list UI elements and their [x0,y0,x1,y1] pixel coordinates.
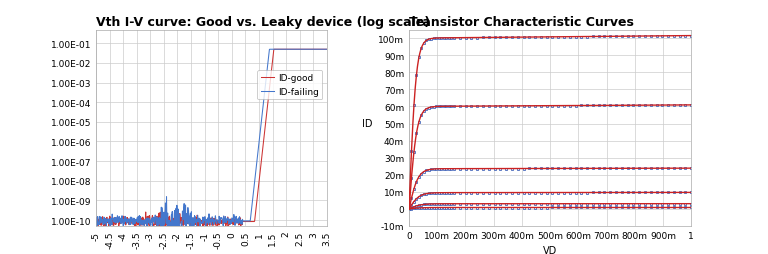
ID-good [291,49,300,52]
X-axis label: VD: VD [543,245,558,254]
ID-failing [267,49,276,52]
ID-failing [135,226,144,229]
Line: ID-failing: ID-failing [96,50,327,227]
ID-good [232,221,241,225]
ID-good [106,216,115,219]
ID-failing [291,49,300,52]
ID-good [239,220,248,223]
Legend: ID-good, ID-failing: ID-good, ID-failing [257,70,323,100]
ID-failing [232,221,241,224]
Y-axis label: ID: ID [362,118,372,128]
ID-good [323,49,332,52]
ID-failing [91,216,101,219]
Text: Transistor Characteristic Curves: Transistor Characteristic Curves [409,16,634,29]
ID-good [91,216,101,219]
ID-good [226,218,235,221]
ID-good [270,49,279,52]
Line: ID-good: ID-good [96,50,327,227]
ID-failing [105,225,114,228]
ID-failing [239,219,248,223]
ID-failing [323,49,332,52]
ID-failing [226,223,235,226]
Text: Vth I-V curve: Good vs. Leaky device (log scale): Vth I-V curve: Good vs. Leaky device (lo… [96,16,430,29]
ID-good [266,70,276,73]
ID-good [99,226,108,229]
ID-failing [265,49,274,52]
